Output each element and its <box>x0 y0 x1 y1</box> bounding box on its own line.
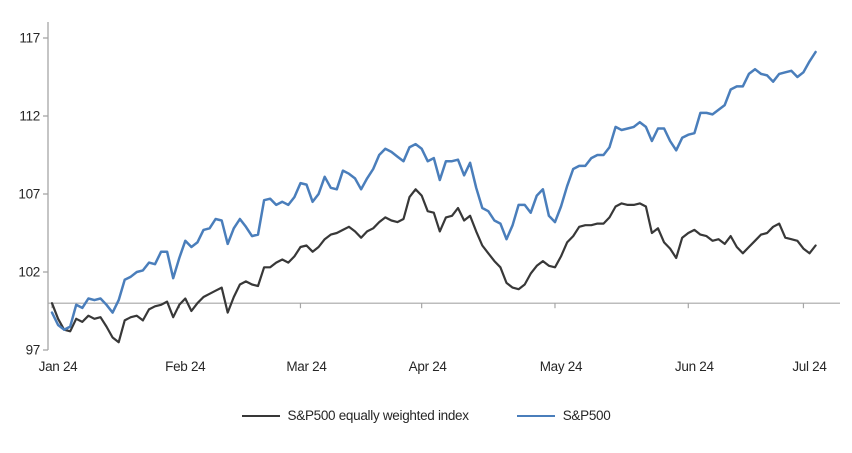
y-axis-tick-label: 107 <box>18 187 40 202</box>
legend-label-sp500: S&P500 <box>562 408 611 423</box>
x-axis-tick-label: Jun 24 <box>675 359 715 374</box>
y-axis-tick-label: 112 <box>19 109 40 124</box>
x-axis-tick-label: Apr 24 <box>409 359 448 374</box>
x-axis-tick-label: Feb 24 <box>165 359 206 374</box>
chart-legend: S&P500 equally weighted index S&P500 <box>0 408 852 423</box>
legend-label-equal-weight: S&P500 equally weighted index <box>287 408 469 423</box>
x-axis-tick-label: May 24 <box>540 359 583 374</box>
sp500-line <box>50 50 817 331</box>
equal-weight-index-line <box>50 188 817 344</box>
y-axis-tick-label: 97 <box>26 343 40 358</box>
y-axis-tick-label: 117 <box>19 31 40 46</box>
legend-item-equal-weight: S&P500 equally weighted index <box>241 408 469 423</box>
legend-item-sp500: S&P500 <box>516 408 611 423</box>
x-axis-tick-label: Jan 24 <box>39 359 79 374</box>
equal-weight-line-swatch <box>241 414 280 417</box>
x-axis-tick-label: Jul 24 <box>792 359 827 374</box>
x-axis-tick-label: Mar 24 <box>286 359 327 374</box>
sp500-line-swatch <box>516 414 555 417</box>
y-axis-tick-label: 102 <box>18 265 40 280</box>
